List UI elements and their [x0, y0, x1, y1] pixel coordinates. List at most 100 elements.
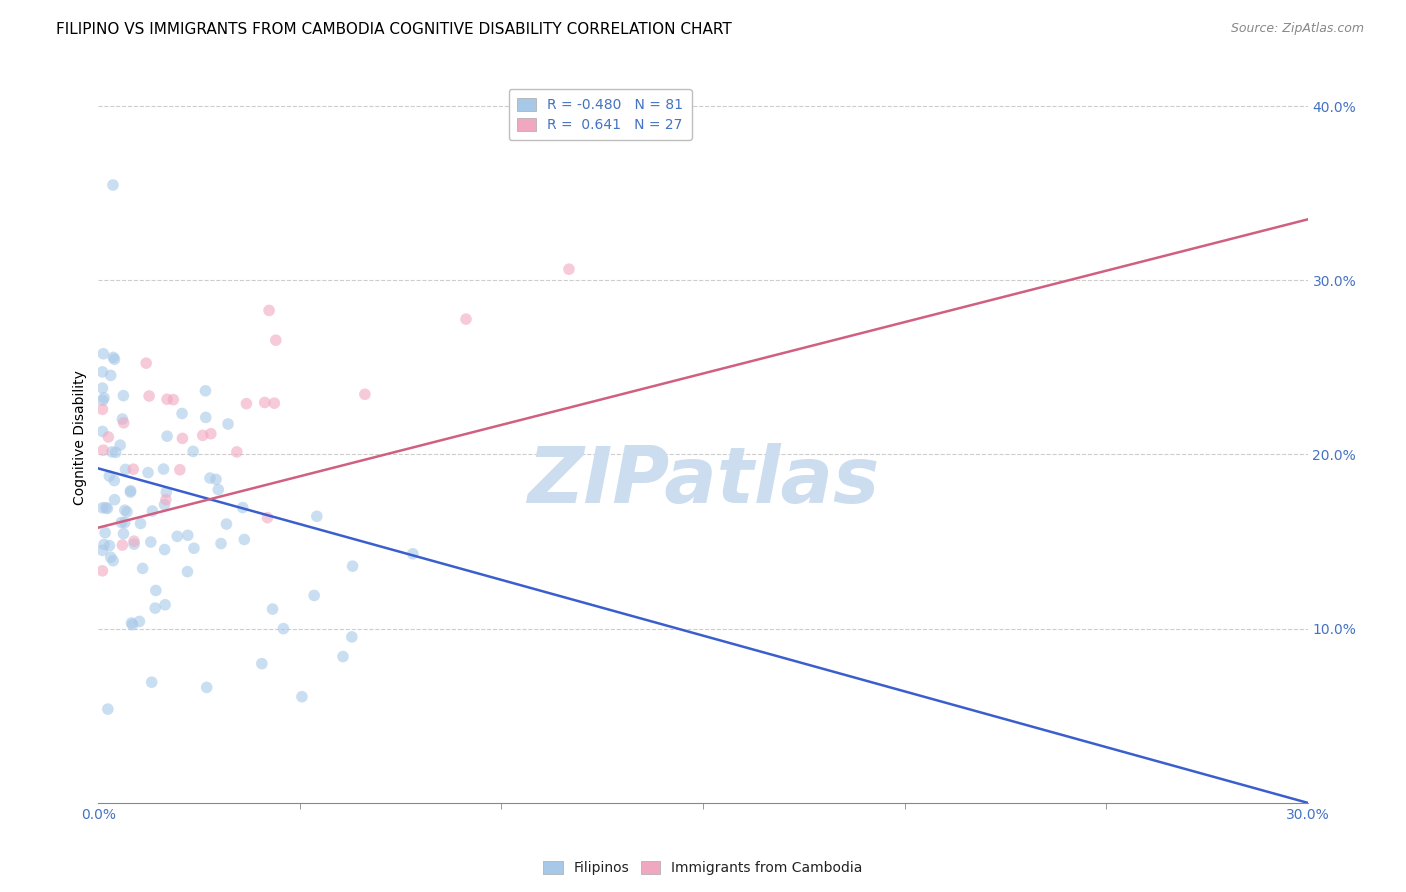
Point: [112, 526, 135, 541]
Point: [454, 312, 477, 326]
Point: [141, 504, 163, 518]
Point: [235, 397, 257, 411]
Point: [156, 429, 179, 443]
Point: [176, 565, 198, 579]
Point: [93, 537, 115, 551]
Point: [205, 472, 228, 486]
Point: [257, 303, 280, 318]
Point: [332, 649, 354, 664]
Point: [200, 426, 222, 441]
Point: [217, 417, 239, 431]
Point: [194, 384, 217, 398]
Point: [98, 469, 121, 483]
Point: [128, 615, 150, 629]
Point: [402, 547, 425, 561]
Point: [121, 617, 143, 632]
Point: [100, 550, 122, 565]
Point: [170, 407, 193, 421]
Point: [354, 387, 377, 401]
Point: [129, 516, 152, 531]
Point: [91, 425, 114, 439]
Point: [194, 410, 217, 425]
Point: [139, 535, 162, 549]
Point: [135, 356, 157, 370]
Point: [340, 630, 363, 644]
Point: [152, 462, 174, 476]
Point: [136, 466, 159, 480]
Point: [108, 438, 131, 452]
Point: [191, 428, 214, 442]
Point: [94, 500, 117, 515]
Point: [114, 503, 136, 517]
Point: [153, 598, 176, 612]
Point: [141, 675, 163, 690]
Point: [91, 564, 114, 578]
Point: [91, 402, 114, 417]
Point: [120, 485, 142, 500]
Legend: Filipinos, Immigrants from Cambodia: Filipinos, Immigrants from Cambodia: [537, 855, 869, 880]
Point: [110, 516, 132, 530]
Point: [225, 445, 247, 459]
Point: [558, 262, 581, 277]
Point: [97, 702, 120, 716]
Point: [195, 681, 218, 695]
Point: [342, 559, 364, 574]
Point: [143, 601, 166, 615]
Point: [91, 365, 114, 379]
Point: [198, 471, 221, 485]
Point: [120, 483, 142, 498]
Point: [302, 589, 325, 603]
Y-axis label: Cognitive Disability: Cognitive Disability: [73, 369, 87, 505]
Point: [111, 412, 134, 426]
Point: [103, 351, 125, 365]
Point: [114, 516, 136, 530]
Point: [91, 393, 114, 408]
Point: [166, 529, 188, 543]
Point: [263, 396, 285, 410]
Point: [97, 430, 120, 444]
Point: [122, 534, 145, 549]
Point: [156, 392, 179, 407]
Point: [273, 622, 295, 636]
Point: [91, 500, 114, 515]
Point: [153, 498, 176, 512]
Point: [177, 528, 200, 542]
Point: [91, 543, 114, 558]
Point: [101, 554, 124, 568]
Point: [250, 657, 273, 671]
Point: [207, 483, 229, 497]
Point: [131, 561, 153, 575]
Point: [155, 485, 177, 500]
Point: [91, 381, 114, 395]
Point: [101, 445, 124, 459]
Point: [172, 431, 194, 445]
Point: [291, 690, 314, 704]
Point: [93, 391, 115, 405]
Point: [122, 537, 145, 551]
Point: [181, 444, 204, 458]
Text: Source: ZipAtlas.com: Source: ZipAtlas.com: [1230, 22, 1364, 36]
Point: [91, 347, 114, 361]
Point: [112, 389, 135, 403]
Point: [98, 539, 121, 553]
Point: [122, 462, 145, 476]
Point: [183, 541, 205, 556]
Point: [215, 517, 238, 532]
Point: [103, 352, 125, 367]
Point: [233, 533, 256, 547]
Point: [96, 501, 118, 516]
Point: [162, 392, 184, 407]
Point: [111, 538, 134, 552]
Point: [305, 509, 328, 524]
Point: [100, 368, 122, 383]
Text: FILIPINO VS IMMIGRANTS FROM CAMBODIA COGNITIVE DISABILITY CORRELATION CHART: FILIPINO VS IMMIGRANTS FROM CAMBODIA COG…: [56, 22, 733, 37]
Point: [232, 500, 254, 515]
Point: [253, 395, 276, 409]
Point: [262, 602, 284, 616]
Point: [103, 492, 125, 507]
Point: [101, 178, 124, 192]
Point: [209, 536, 232, 550]
Point: [112, 416, 135, 430]
Point: [155, 492, 177, 507]
Legend: R = -0.480   N = 81, R =  0.641   N = 27: R = -0.480 N = 81, R = 0.641 N = 27: [509, 89, 692, 140]
